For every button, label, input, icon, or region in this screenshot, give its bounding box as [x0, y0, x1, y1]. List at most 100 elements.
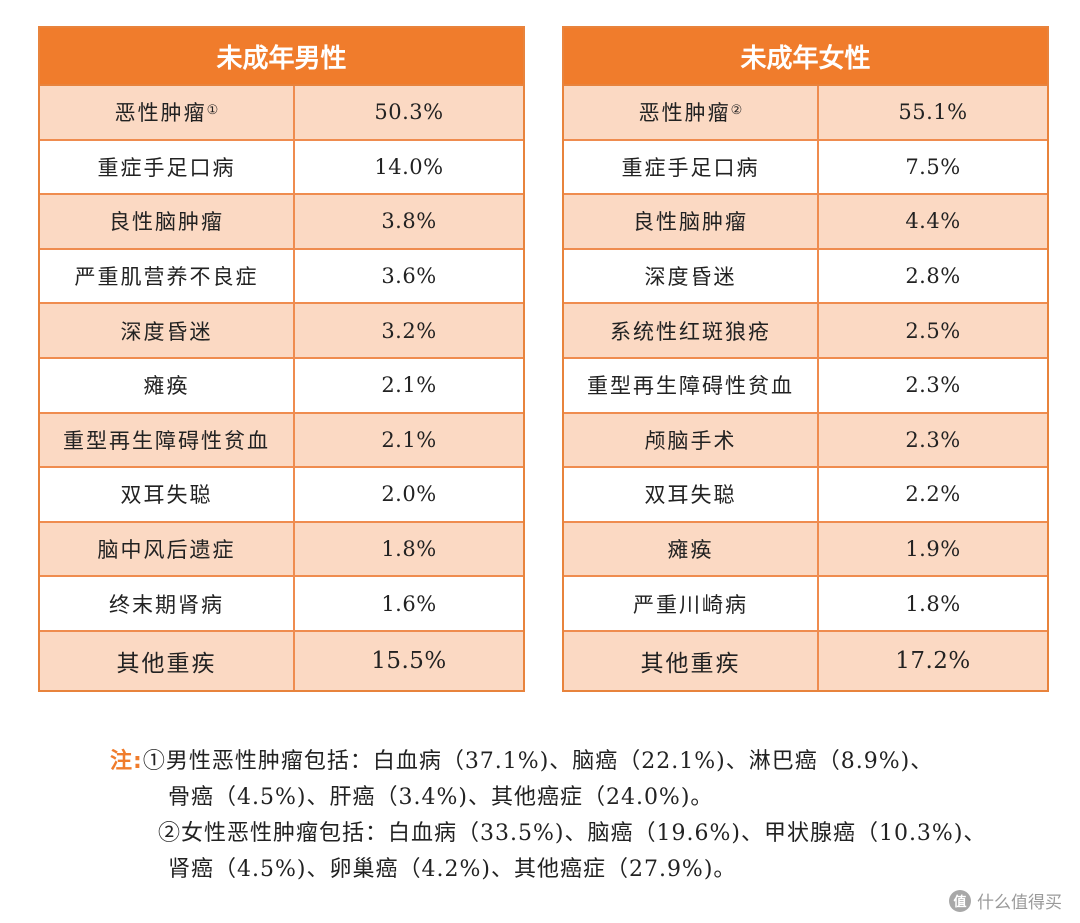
disease-name-cell: 重型再生障碍性贫血	[40, 413, 295, 467]
table-row: 重症手足口病 7.5%	[564, 140, 1047, 196]
disease-name: 深度昏迷	[120, 319, 213, 344]
percentage-cell: 2.1%	[381, 427, 437, 452]
disease-name: 良性脑肿瘤	[633, 210, 748, 235]
percentage-cell: 4.4%	[905, 209, 961, 234]
table-row: 重型再生障碍性贫血 2.3%	[564, 358, 1047, 414]
disease-name-cell: 双耳失聪	[564, 468, 819, 521]
table-row: 其他重疾 17.2%	[564, 631, 1047, 690]
table-row: 深度昏迷 2.8%	[564, 249, 1047, 305]
percentage-cell: 1.6%	[381, 591, 437, 616]
footnote-line-2: 骨癌（4.5%)、肝癌（3.4%)、其他癌症（24.0%)。	[168, 785, 714, 810]
disease-name: 重症手足口病	[621, 155, 760, 180]
percentage-cell: 2.5%	[905, 318, 961, 343]
footnote-line-4: 肾癌（4.5%)、卵巢癌（4.2%)、其他癌症（27.9%)。	[168, 857, 737, 882]
disease-name-cell: 良性脑肿瘤	[40, 195, 295, 248]
disease-name: 严重川崎病	[633, 592, 748, 617]
percentage-cell: 50.3%	[374, 100, 444, 125]
disease-name-cell: 重症手足口病	[40, 140, 295, 194]
disease-name-cell: 其他重疾	[40, 631, 295, 690]
watermark: 值 什么值得买	[949, 888, 1062, 913]
table-row: 脑中风后遗症 1.8%	[40, 522, 523, 578]
footnotes: 注:①男性恶性肿瘤包括：白血病（37.1%)、脑癌（22.1%)、淋巴癌（8.9…	[110, 744, 1070, 888]
female-table-header: 未成年女性	[564, 28, 1047, 86]
percentage-cell: 2.2%	[905, 482, 961, 507]
percentage-cell: 1.9%	[905, 537, 961, 562]
disease-name: 双耳失聪	[644, 483, 737, 508]
disease-name-cell: 恶性肿瘤 ②	[564, 86, 819, 139]
footnote-marker: ②	[730, 102, 743, 118]
table-row: 终末期肾病 1.6%	[40, 577, 523, 632]
male-table-header: 未成年男性	[40, 28, 523, 86]
disease-name: 恶性肿瘤	[638, 101, 731, 126]
disease-name: 重型再生障碍性贫血	[587, 374, 794, 399]
disease-name: 系统性红斑狼疮	[610, 319, 771, 344]
disease-name-cell: 深度昏迷	[564, 249, 819, 303]
table-row: 严重川崎病 1.8%	[564, 577, 1047, 632]
percentage-cell: 2.1%	[381, 373, 437, 398]
disease-name-cell: 脑中风后遗症	[40, 522, 295, 576]
disease-name-cell: 良性脑肿瘤	[564, 195, 819, 248]
table-row: 重症手足口病 14.0%	[40, 140, 523, 196]
disease-name-cell: 严重肌营养不良症	[40, 249, 295, 303]
female-table-body: 恶性肿瘤 ② 55.1% 重症手足口病 7.5% 良性脑肿瘤 4.4% 深度昏迷 2.8% 系统性…	[564, 86, 1047, 690]
disease-name-cell: 重型再生障碍性贫血	[564, 358, 819, 412]
disease-name: 瘫痪	[667, 538, 714, 563]
disease-name-cell: 瘫痪	[40, 358, 295, 412]
watermark-logo-icon: 值	[949, 889, 971, 912]
percentage-cell: 2.3%	[905, 427, 961, 452]
disease-name: 瘫痪	[143, 374, 190, 399]
disease-name-cell: 严重川崎病	[564, 577, 819, 630]
table-row: 颅脑手术 2.3%	[564, 413, 1047, 469]
table-row: 严重肌营养不良症 3.6%	[40, 249, 523, 305]
disease-name: 重症手足口病	[97, 155, 236, 180]
disease-name: 良性脑肿瘤	[109, 210, 224, 235]
percentage-cell: 7.5%	[905, 154, 961, 179]
table-row: 瘫痪 1.9%	[564, 522, 1047, 578]
percentage-cell: 15.5%	[371, 647, 447, 674]
disease-name: 深度昏迷	[644, 265, 737, 290]
disease-name: 严重肌营养不良症	[74, 265, 259, 290]
percentage-cell: 2.3%	[905, 373, 961, 398]
male-table-body: 恶性肿瘤 ① 50.3% 重症手足口病 14.0% 良性脑肿瘤 3.8% 严重肌营养不良症 3.…	[40, 86, 523, 690]
table-row: 瘫痪 2.1%	[40, 358, 523, 414]
percentage-cell: 17.2%	[895, 647, 971, 674]
percentage-cell: 14.0%	[374, 154, 444, 179]
disease-name-cell: 颅脑手术	[564, 413, 819, 467]
female-table: 未成年女性 恶性肿瘤 ② 55.1% 重症手足口病 7.5% 良性脑肿瘤 4.4% 深度昏迷 2…	[562, 26, 1049, 692]
percentage-cell: 2.8%	[905, 264, 961, 289]
percentage-cell: 3.6%	[381, 264, 437, 289]
disease-name-cell: 重症手足口病	[564, 140, 819, 194]
disease-name-cell: 终末期肾病	[40, 577, 295, 630]
table-row: 良性脑肿瘤 3.8%	[40, 195, 523, 250]
footnote-label: 注:	[110, 749, 143, 774]
disease-name: 终末期肾病	[109, 592, 224, 617]
table-row: 恶性肿瘤 ② 55.1%	[564, 86, 1047, 141]
disease-name-cell: 瘫痪	[564, 522, 819, 576]
disease-name: 脑中风后遗症	[97, 538, 236, 563]
disease-name: 重型再生障碍性贫血	[63, 428, 270, 453]
disease-name: 双耳失聪	[120, 483, 213, 508]
disease-name-cell: 系统性红斑狼疮	[564, 304, 819, 357]
footnote-text-1: ①男性恶性肿瘤包括：白血病（37.1%)、脑癌（22.1%)、淋巴癌（8.9%)…	[142, 749, 934, 774]
table-row: 恶性肿瘤 ① 50.3%	[40, 86, 523, 141]
table-row: 双耳失聪 2.0%	[40, 468, 523, 523]
table-row: 良性脑肿瘤 4.4%	[564, 195, 1047, 250]
percentage-cell: 1.8%	[905, 591, 961, 616]
disease-name-cell: 恶性肿瘤 ①	[40, 86, 295, 139]
percentage-cell: 1.8%	[381, 537, 437, 562]
table-row: 重型再生障碍性贫血 2.1%	[40, 413, 523, 469]
table-row: 系统性红斑狼疮 2.5%	[564, 304, 1047, 359]
watermark-text: 什么值得买	[977, 893, 1062, 913]
percentage-cell: 3.2%	[381, 318, 437, 343]
footnote-line-1: 注:①男性恶性肿瘤包括：白血病（37.1%)、脑癌（22.1%)、淋巴癌（8.9…	[110, 744, 1070, 780]
disease-name-cell: 其他重疾	[564, 631, 819, 690]
footnote-line-3: ②女性恶性肿瘤包括：白血病（33.5%)、脑癌（19.6%)、甲状腺癌（10.3…	[158, 821, 987, 846]
percentage-cell: 55.1%	[898, 100, 968, 125]
disease-name: 其他重疾	[116, 650, 217, 677]
table-row: 深度昏迷 3.2%	[40, 304, 523, 359]
percentage-cell: 2.0%	[381, 482, 437, 507]
disease-name-cell: 双耳失聪	[40, 468, 295, 521]
percentage-cell: 3.8%	[381, 209, 437, 234]
disease-name: 恶性肿瘤	[114, 101, 207, 126]
table-row: 双耳失聪 2.2%	[564, 468, 1047, 523]
